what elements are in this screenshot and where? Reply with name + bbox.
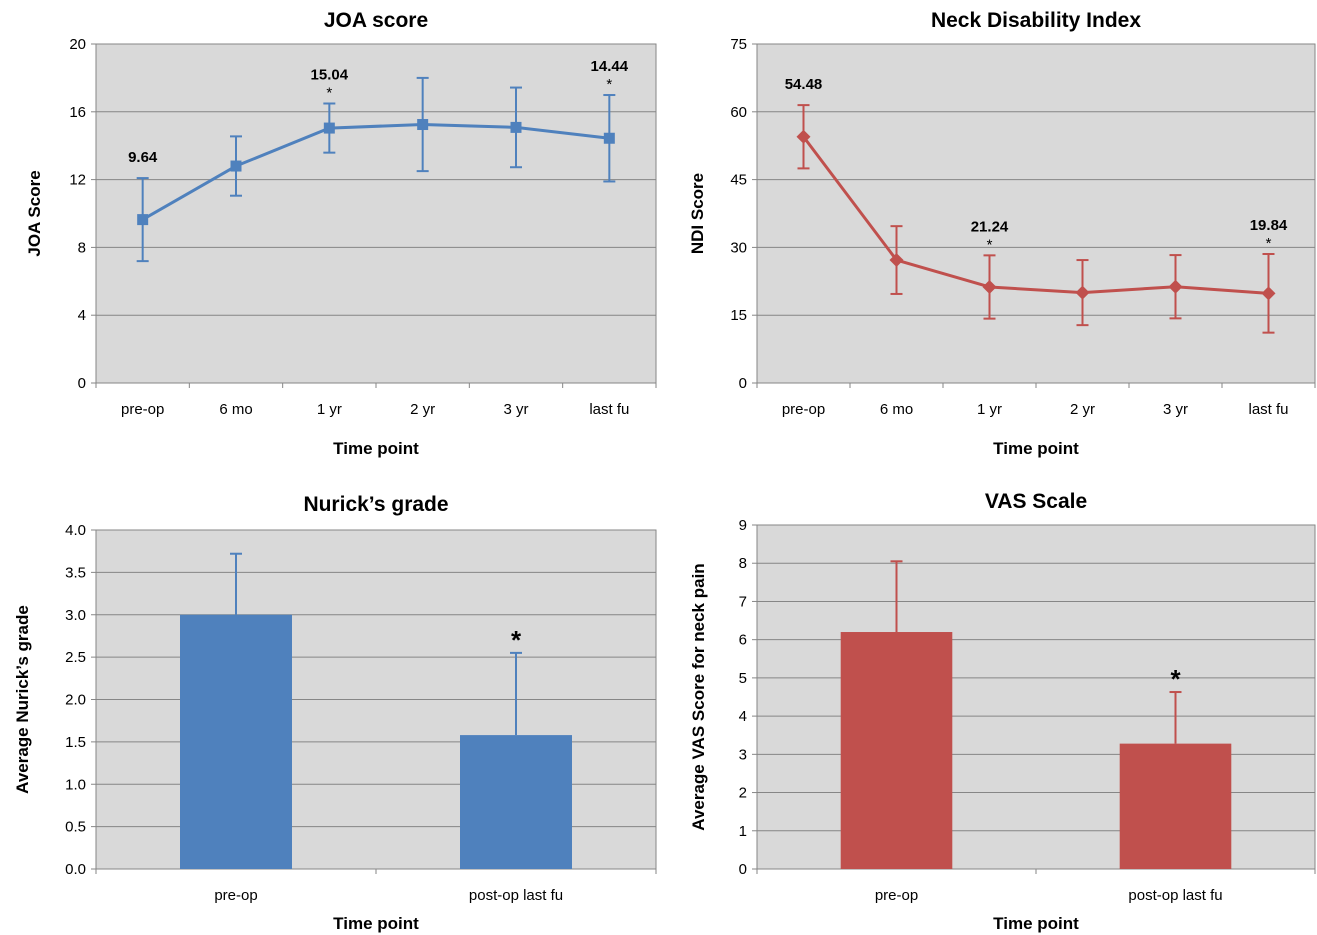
y-tick-label: 60 — [730, 104, 747, 121]
y-tick-label: 0 — [739, 861, 747, 878]
plot-area — [95, 43, 657, 384]
y-tick-label: 45 — [730, 172, 747, 189]
y-tick-label: 3 — [739, 746, 747, 763]
significance-marker: * — [1266, 235, 1272, 252]
y-tick-label: 4 — [739, 708, 747, 725]
y-tick-label: 0 — [739, 375, 747, 392]
y-axis-label: JOA Score — [25, 170, 44, 256]
x-tick-label: 1 yr — [977, 401, 1002, 418]
x-tick-label: 6 mo — [219, 401, 252, 418]
bar — [460, 735, 572, 869]
data-label: 19.84 — [1250, 217, 1288, 234]
y-tick-label: 1 — [739, 823, 747, 840]
x-tick-label: pre-op — [121, 401, 164, 418]
data-point — [796, 129, 811, 144]
data-label: 14.44 — [591, 58, 629, 75]
y-tick-label: 0.0 — [65, 861, 86, 878]
y-tick-label: 3.0 — [65, 607, 86, 624]
y-tick-label: 0 — [78, 375, 86, 392]
data-label: 21.24 — [971, 218, 1009, 235]
y-axis-label: Average Nurick’s grade — [13, 605, 32, 794]
series-line — [141, 123, 610, 221]
data-point — [889, 253, 904, 268]
y-tick-label: 30 — [730, 239, 747, 256]
significance-marker: * — [1170, 664, 1181, 694]
y-tick-label: 4.0 — [65, 522, 86, 539]
y-tick-label: 9 — [739, 517, 747, 534]
x-tick-label: post-op last fu — [469, 887, 563, 904]
data-point — [1168, 279, 1183, 294]
y-tick-label: 8 — [739, 555, 747, 572]
chart-title: Neck Disability Index — [931, 9, 1141, 32]
bar — [840, 632, 953, 869]
x-tick-label: 2 yr — [1070, 401, 1095, 418]
x-tick-label: 3 yr — [503, 401, 528, 418]
x-axis-label: Time point — [993, 914, 1079, 933]
y-tick-label: 12 — [69, 172, 86, 189]
chart-title: JOA score — [324, 9, 428, 32]
x-axis-label: Time point — [333, 914, 419, 933]
chart-title: VAS Scale — [985, 490, 1087, 513]
y-tick-label: 20 — [69, 36, 86, 53]
y-tick-label: 15 — [730, 307, 747, 324]
x-tick-label: pre-op — [214, 887, 257, 904]
y-axis-label: NDI Score — [688, 173, 707, 254]
bar — [1119, 743, 1232, 869]
chart-2: 0.0 0.5 1.0 1.5 2.0 2.5 3.0 3.5 4.0 pre-op post-op… — [13, 493, 657, 933]
y-tick-label: 1.0 — [65, 776, 86, 793]
x-tick-label: 2 yr — [410, 401, 435, 418]
x-tick-label: pre-op — [875, 887, 918, 904]
y-tick-label: 3.5 — [65, 564, 86, 581]
y-tick-label: 2.5 — [65, 649, 86, 666]
y-tick-label: 16 — [69, 104, 86, 121]
x-tick-label: last fu — [589, 401, 629, 418]
x-tick-label: 1 yr — [317, 401, 342, 418]
data-point — [603, 132, 615, 144]
data-point — [1075, 285, 1090, 300]
y-tick-label: 6 — [739, 632, 747, 649]
y-tick-label: 8 — [78, 239, 86, 256]
y-tick-label: 4 — [78, 307, 86, 324]
y-tick-label: 2.0 — [65, 692, 86, 709]
y-tick-label: 7 — [739, 593, 747, 610]
data-label: 9.64 — [128, 149, 158, 166]
significance-marker: * — [511, 625, 522, 655]
y-axis-label: Average VAS Score for neck pain — [689, 563, 708, 830]
data-label: 15.04 — [311, 66, 349, 83]
significance-marker: * — [326, 84, 332, 101]
x-tick-label: post-op last fu — [1128, 887, 1222, 904]
y-tick-label: 75 — [730, 36, 747, 53]
x-tick-label: 6 mo — [880, 401, 913, 418]
bar — [180, 614, 292, 869]
chart-3: 0 1 2 3 4 5 6 7 8 9 pre-op post-op last fu VAS Scale… — [689, 490, 1316, 933]
data-point — [230, 160, 242, 172]
y-tick-label: 5 — [739, 670, 747, 687]
data-point — [982, 279, 997, 294]
significance-marker: * — [606, 76, 612, 93]
y-tick-label: 2 — [739, 785, 747, 802]
significance-marker: * — [987, 236, 993, 253]
y-tick-label: 0.5 — [65, 819, 86, 836]
data-label: 54.48 — [785, 76, 823, 93]
chart-1: 0 15 30 45 60 75 pre-op 6 mo 1 yr 2 yr 3 yr last fu… — [688, 9, 1316, 458]
plot-area — [756, 43, 1316, 384]
chart-title: Nurick’s grade — [303, 493, 448, 516]
x-tick-label: last fu — [1248, 401, 1288, 418]
data-point — [137, 214, 149, 226]
x-axis-label: Time point — [993, 439, 1079, 458]
data-point — [1261, 286, 1276, 301]
chart-0: 0 4 8 12 16 20 pre-op 6 mo 1 yr 2 yr 3 yr last fu JO… — [25, 9, 657, 458]
x-tick-label: pre-op — [782, 401, 825, 418]
x-tick-label: 3 yr — [1163, 401, 1188, 418]
x-axis-label: Time point — [333, 439, 419, 458]
data-point — [510, 121, 522, 133]
data-point — [417, 119, 429, 131]
series-line — [802, 135, 1269, 295]
y-tick-label: 1.5 — [65, 734, 86, 751]
data-point — [323, 122, 335, 134]
